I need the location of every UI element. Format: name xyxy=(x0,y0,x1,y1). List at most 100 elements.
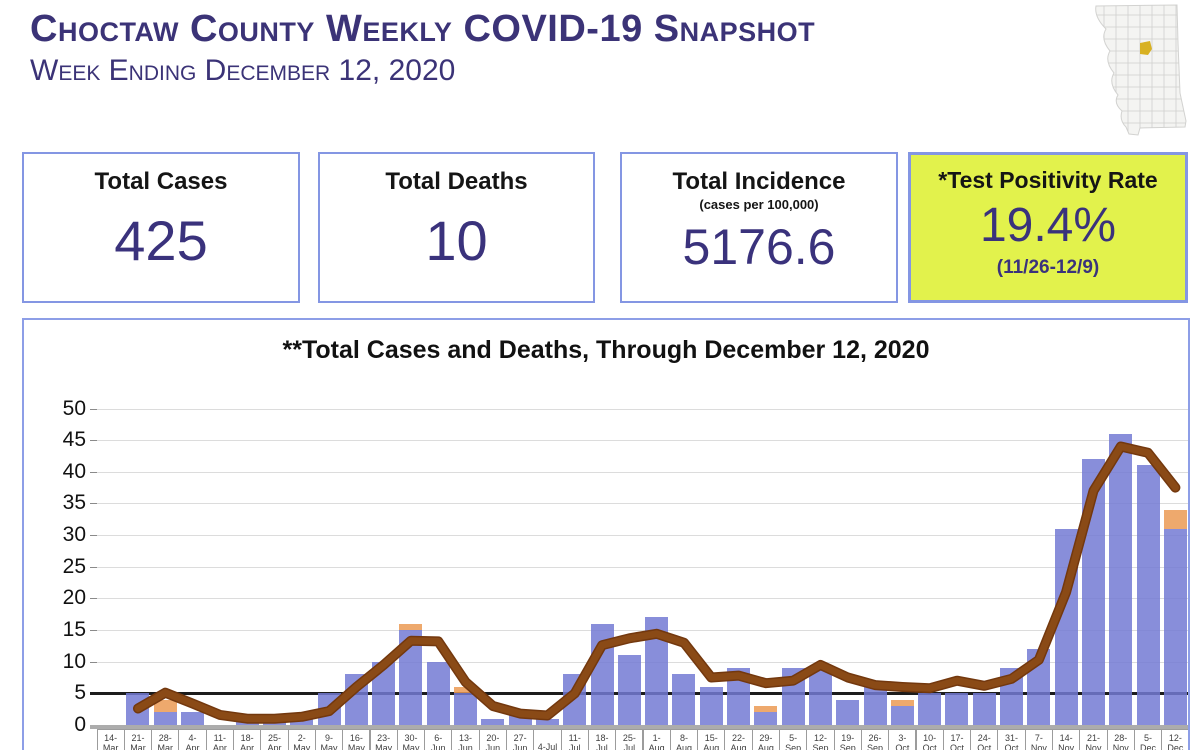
bar-weekly-cases xyxy=(890,706,914,725)
y-axis-tick xyxy=(90,566,97,568)
choctaw-county-highlight xyxy=(1140,41,1152,55)
bar-weekly-cases xyxy=(454,693,478,725)
x-axis-label: 24- Oct xyxy=(970,728,999,750)
total-deaths-value: 10 xyxy=(425,209,488,272)
y-axis-tick xyxy=(90,535,97,537)
page-subtitle: Week Ending December 12, 2020 xyxy=(30,54,456,87)
x-axis-label: 14- Nov xyxy=(1052,728,1081,750)
stat-box-total-incidence: Total Incidence (cases per 100,000) 5176… xyxy=(620,152,898,303)
x-axis-label: 11- Jul xyxy=(560,728,589,750)
x-axis-label: 12- Dec xyxy=(1161,728,1188,750)
y-axis-label: 45 xyxy=(62,428,86,452)
mississippi-map-icon xyxy=(1095,4,1187,136)
total-cases-value: 425 xyxy=(114,209,208,272)
x-axis-label: 4- Apr xyxy=(178,728,207,750)
x-axis-label: 6- Jun xyxy=(424,728,453,750)
y-axis-label: 35 xyxy=(62,491,86,515)
y-axis-tick xyxy=(90,661,97,663)
gridline xyxy=(97,661,1188,663)
bar-weekly-deaths xyxy=(454,687,478,694)
bar-weekly-cases xyxy=(399,630,423,725)
bar-weekly-deaths xyxy=(399,623,423,631)
y-axis-label: 30 xyxy=(62,523,86,547)
x-axis-label: 16- May xyxy=(342,728,371,750)
x-axis-label: 21- Mar xyxy=(123,728,153,750)
x-axis-label: 13- Jun xyxy=(451,728,480,750)
y-axis-label: 40 xyxy=(62,459,86,483)
total-incidence-value: 5176.6 xyxy=(682,219,836,275)
bar-weekly-cases xyxy=(153,712,177,725)
bar-weekly-cases xyxy=(836,699,860,725)
y-axis-label: 20 xyxy=(62,586,86,610)
x-axis-label: 5- Sep xyxy=(779,728,808,750)
x-axis-label: 30- May xyxy=(396,728,426,750)
test-positivity-value: 19.4% xyxy=(979,199,1117,252)
y-axis-tick xyxy=(90,471,97,473)
gridline xyxy=(97,535,1188,537)
x-axis-label: 20- Jun xyxy=(478,728,507,750)
bar-weekly-cases xyxy=(1136,465,1160,725)
x-axis-label: 2- May xyxy=(287,728,316,750)
x-axis-label: 15- Aug xyxy=(697,728,726,750)
x-axis-label: 27- Jun xyxy=(506,728,535,750)
y-axis-tick xyxy=(90,630,97,632)
gridline xyxy=(97,471,1188,473)
x-axis-label: 4-Jul xyxy=(533,728,562,750)
chart-title: **Total Cases and Deaths, Through Decemb… xyxy=(282,336,930,364)
bar-weekly-cases xyxy=(808,668,832,725)
bar-weekly-deaths xyxy=(1163,509,1187,529)
y-axis-tick xyxy=(90,503,97,505)
page-title: Choctaw County Weekly COVID-19 Snapshot xyxy=(30,8,816,50)
total-incidence-sublabel: (cases per 100,000) xyxy=(699,197,819,212)
bar-weekly-deaths xyxy=(153,699,177,713)
total-incidence-label: Total Incidence xyxy=(672,168,846,195)
x-axis-label: 31- Oct xyxy=(997,728,1026,750)
y-axis-tick xyxy=(90,408,97,410)
total-cases-label: Total Cases xyxy=(94,168,228,195)
x-axis-label: 3- Oct xyxy=(888,728,917,750)
x-axis-label: 11- Apr xyxy=(205,728,234,750)
stat-box-total-deaths: Total Deaths 10 xyxy=(318,152,595,303)
x-axis-label: 28- Mar xyxy=(151,728,180,750)
x-axis-label: 10- Oct xyxy=(915,728,944,750)
bar-weekly-cases xyxy=(945,693,969,725)
bar-weekly-deaths xyxy=(754,706,778,713)
test-positivity-label: *Test Positivity Rate xyxy=(938,167,1158,193)
y-axis-label: 10 xyxy=(62,649,86,673)
x-axis-label: 25- Jul xyxy=(615,728,644,750)
x-axis-label: 5- Dec xyxy=(1133,728,1163,750)
gridline xyxy=(97,566,1188,568)
x-axis-label: 19- Sep xyxy=(833,728,862,750)
x-axis-label: 28- Nov xyxy=(1106,728,1135,750)
bar-weekly-cases xyxy=(372,661,396,725)
x-axis-label: 1- Aug xyxy=(642,728,671,750)
gridline xyxy=(97,630,1188,632)
x-axis-label: 18- Jul xyxy=(587,728,617,750)
trend-line xyxy=(133,441,1181,724)
x-axis-label: 7- Nov xyxy=(1024,728,1053,750)
x-axis-label: 22- Aug xyxy=(724,728,753,750)
y-axis-label: 5 xyxy=(74,681,86,705)
bar-weekly-cases xyxy=(617,655,641,725)
x-axis-label: 9- May xyxy=(314,728,344,750)
x-axis-label: 26- Sep xyxy=(860,728,890,750)
bar-weekly-cases xyxy=(535,718,559,725)
gridline xyxy=(97,408,1188,410)
bar-weekly-cases xyxy=(1163,528,1187,725)
x-axis-label: 29- Aug xyxy=(751,728,780,750)
y-axis-label: 50 xyxy=(62,396,86,420)
x-axis-label: 8- Aug xyxy=(669,728,699,750)
cases-deaths-chart: **Total Cases and Deaths, Through Decemb… xyxy=(22,318,1190,750)
y-axis-tick xyxy=(90,598,97,600)
y-axis-label: 15 xyxy=(62,618,86,642)
test-positivity-range: (11/26-12/9) xyxy=(996,257,1100,278)
y-axis-label: 25 xyxy=(62,554,86,578)
gridline xyxy=(97,440,1188,442)
gridline xyxy=(97,503,1188,505)
y-axis-tick xyxy=(90,440,97,442)
bar-weekly-cases xyxy=(754,712,778,725)
x-axis-label: 25- Apr xyxy=(260,728,289,750)
x-axis-label: 14- Mar xyxy=(96,728,125,750)
x-axis-label: 18- Apr xyxy=(233,728,262,750)
bar-weekly-cases xyxy=(918,693,942,725)
